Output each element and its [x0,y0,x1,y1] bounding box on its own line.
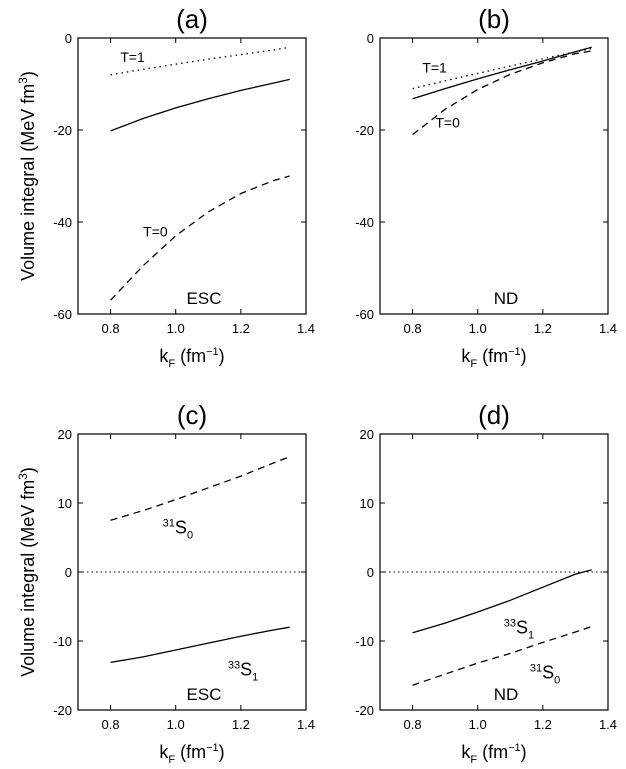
x-axis-label: kF (fm−1) [461,742,526,766]
y-tick-label: -20 [53,123,72,138]
y-tick-label: -20 [53,703,72,718]
y-tick-label: -40 [355,215,374,230]
x-tick-label: 1.4 [297,717,315,732]
x-tick-label: 1.0 [469,717,487,732]
panels-group: (a) 0.8 1.0 1.2 1.4 -60 -40 -20 0 T=1 T=0 ESC kF (fm… [53,4,617,766]
x-tick-label: 1.2 [534,717,552,732]
x-tick-label: 1.0 [167,321,185,336]
series-line [412,50,592,136]
curve-annotation: T=0 [143,224,168,240]
series-line [110,456,290,521]
y-axis-label-bottom: Volume integral (MeV fm3) [16,467,38,677]
y-axis-label-top: Volume integral (MeV fm3) [16,71,38,281]
y-tick-label: -10 [355,634,374,649]
series-line [110,78,290,132]
y-tick-label: -20 [355,123,374,138]
x-tick-label: 1.4 [599,717,617,732]
x-tick-label: 1.2 [232,717,250,732]
x-tick-label: 0.8 [404,717,422,732]
y-tick-label: -10 [53,634,72,649]
x-tick-label: 1.0 [469,321,487,336]
series-line [412,46,592,100]
x-tick-label: 0.8 [102,717,120,732]
panel-title: (a) [176,4,208,34]
model-label: ND [494,685,519,704]
y-tick-label: -60 [355,307,374,322]
curve-annotation: T=1 [120,49,145,65]
chart-panel: (b) 0.8 1.0 1.2 1.4 -60 -40 -20 0 T=1 T=0 ND kF (fm−… [355,4,617,370]
series-line [412,47,592,90]
panel-title: (d) [478,400,510,430]
model-label: ESC [187,685,222,704]
chart-panel: (d) 0.8 1.0 1.2 1.4 -20 -10 0 10 20 33S1 31S0 ND kF (… [355,400,617,766]
x-tick-label: 0.8 [404,321,422,336]
y-tick-label: 20 [360,427,374,442]
series-line [412,569,592,634]
y-tick-label: 0 [367,565,374,580]
x-axis-label: kF (fm−1) [159,346,224,370]
curve-annotation: 33S1 [228,660,258,684]
panel-title: (b) [478,4,510,34]
x-tick-label: 1.4 [297,321,315,336]
x-axis-label: kF (fm−1) [159,742,224,766]
curve-annotation: 33S1 [504,617,534,641]
series-line [110,175,290,301]
plot-frame [77,37,307,315]
x-axis-label: kF (fm−1) [461,346,526,370]
curve-annotation: T=0 [435,115,460,131]
x-tick-label: 1.4 [599,321,617,336]
y-tick-label: 10 [58,496,72,511]
y-tick-label: 0 [65,565,72,580]
y-tick-label: 10 [360,496,374,511]
x-tick-label: 0.8 [102,321,120,336]
curve-annotation: T=1 [422,60,447,76]
y-tick-label: 0 [65,31,72,46]
panel-title: (c) [177,400,207,430]
y-tick-label: -20 [355,703,374,718]
curve-annotation: 31S0 [163,517,193,541]
y-tick-label: -60 [53,307,72,322]
x-tick-label: 1.2 [534,321,552,336]
plot-frame [379,37,609,315]
y-tick-label: 0 [367,31,374,46]
series-line [110,626,290,664]
model-label: ESC [187,289,222,308]
series-line [412,625,592,686]
y-tick-label: 20 [58,427,72,442]
y-tick-label: -40 [53,215,72,230]
curve-annotation: 31S0 [530,662,560,686]
chart-panel: (c) 0.8 1.0 1.2 1.4 -20 -10 0 10 20 31S0 33S1 ESC kF … [53,400,315,766]
x-tick-label: 1.2 [232,321,250,336]
x-tick-label: 1.0 [167,717,185,732]
model-label: ND [494,289,519,308]
chart-panel: (a) 0.8 1.0 1.2 1.4 -60 -40 -20 0 T=1 T=0 ESC kF (fm… [53,4,315,370]
